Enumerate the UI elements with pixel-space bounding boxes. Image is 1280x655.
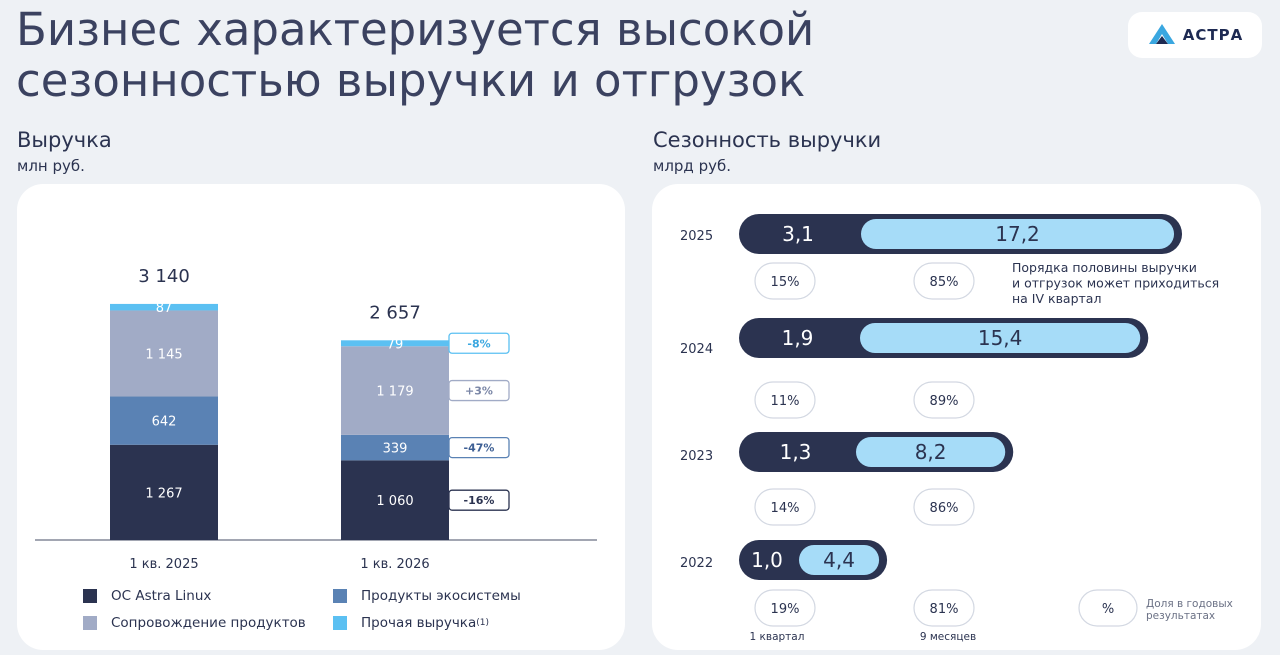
bar-label-other-1: 87 xyxy=(156,301,173,316)
series-label-q1: 1 квартал xyxy=(750,631,805,643)
revenue-title: Выручка xyxy=(17,128,112,152)
legend-swatch-eco xyxy=(333,589,347,603)
bar-segment-other-1 xyxy=(110,303,218,311)
legend-item-eco: Продукты экосистемы xyxy=(333,588,521,604)
bar-label-eco-1: 642 xyxy=(152,415,177,430)
category-label-2: 1 кв. 2026 xyxy=(360,557,429,572)
value-q1-2023: 1,3 xyxy=(780,440,812,464)
series-label-9m: 9 месяцев xyxy=(920,631,976,643)
logo: АСТРА xyxy=(1128,12,1262,58)
bar-label-support-1: 1 145 xyxy=(145,347,182,362)
share-q1-2024: 11% xyxy=(771,394,800,409)
year-label-2022: 2022 xyxy=(680,556,713,571)
bar-segment-eco-2 xyxy=(341,434,449,461)
bar-segment-os-2 xyxy=(341,460,449,540)
value-q1-2025: 3,1 xyxy=(782,222,814,246)
bar-label-support-2: 1 179 xyxy=(376,385,413,400)
year-label-2025: 2025 xyxy=(680,229,713,244)
change-label-eco: -47% xyxy=(464,442,495,455)
legend-item-os: ОС Astra Linux xyxy=(83,588,211,604)
share-legend-symbol: % xyxy=(1102,602,1114,617)
value-q1-2022: 1,0 xyxy=(751,548,783,572)
seasonality-chart: 2025 3,1 17,2 15% 85% 2024 1,9 15,4 11% 89% 2023 1,… xyxy=(680,214,1233,643)
bar-label-os-2: 1 060 xyxy=(376,494,413,509)
share-legend-pill xyxy=(1078,589,1138,627)
legend-item-support: Сопровождение продуктов xyxy=(83,615,306,631)
annotation-text: Порядка половины выручки и отгрузок может… xyxy=(1012,260,1219,306)
share-q1-2025: 15% xyxy=(771,275,800,290)
share-q1-pill-2025 xyxy=(754,262,816,300)
astra-logo-icon xyxy=(1148,24,1175,44)
share-q1-pill-2023 xyxy=(754,488,816,526)
legend-label-os: ОС Astra Linux xyxy=(111,588,212,604)
revenue-chart-card: 1 267 642 1 145 87 3 140 1 кв. 2025 1 060 -16% 3… xyxy=(17,184,625,650)
bar-label-os-1: 1 267 xyxy=(145,486,182,501)
value-9m-2025: 17,2 xyxy=(995,222,1040,246)
share-q1-pill-2022 xyxy=(754,589,816,627)
bar-segment-support-1 xyxy=(110,310,218,397)
share-q1-pill-2024 xyxy=(754,381,816,419)
bar-9m-2025 xyxy=(861,219,1175,249)
seasonality-chart-card: 2025 3,1 17,2 15% 85% 2024 1,9 15,4 11% 89% 2023 1,… xyxy=(652,184,1261,650)
share-q1-2022: 19% xyxy=(771,602,800,617)
legend-label-support: Сопровождение продуктов xyxy=(111,615,306,631)
change-label-support: +3% xyxy=(465,385,493,398)
share-9m-2023: 86% xyxy=(930,501,959,516)
share-9m-pill-2025 xyxy=(913,262,975,300)
legend-swatch-other xyxy=(333,616,347,630)
change-badge-os xyxy=(448,489,510,511)
legend-swatch-support xyxy=(83,616,97,630)
share-9m-2025: 85% xyxy=(930,275,959,290)
seasonality-unit: млрд руб. xyxy=(653,157,731,175)
change-badge-other xyxy=(448,332,510,354)
legend-footnote-other: (1) xyxy=(476,618,489,628)
legend-item-other: Прочая выручка (1) xyxy=(333,615,489,631)
revenue-chart: 1 267 642 1 145 87 3 140 1 кв. 2025 1 060 -16% 3… xyxy=(35,266,597,572)
bar-segment-other-2 xyxy=(341,340,449,347)
bar-segment-os-1 xyxy=(110,444,218,540)
category-label-1: 1 кв. 2025 xyxy=(129,557,198,572)
seasonality-title: Сезонность выручки xyxy=(653,128,882,152)
change-badge-eco xyxy=(448,436,510,459)
change-label-other: -8% xyxy=(467,337,490,350)
change-badge-support xyxy=(448,379,510,402)
share-9m-pill-2024 xyxy=(913,381,975,419)
page-title: Бизнес характеризуется высокой сезонност… xyxy=(16,3,815,107)
bar-9m-2024 xyxy=(860,323,1141,353)
change-label-os: -16% xyxy=(464,494,495,507)
bar-9m-2023 xyxy=(856,437,1006,467)
bar-segment-support-2 xyxy=(341,346,449,435)
bar-label-other-2: 79 xyxy=(387,337,404,352)
share-q1-2023: 14% xyxy=(771,501,800,516)
share-9m-pill-2022 xyxy=(913,589,975,627)
legend-swatch-os xyxy=(83,589,97,603)
legend-label-eco: Продукты экосистемы xyxy=(361,588,521,604)
share-9m-2022: 81% xyxy=(930,602,959,617)
legend-label-other: Прочая выручка xyxy=(361,615,477,631)
bar-9m-2022 xyxy=(799,545,880,575)
year-label-2023: 2023 xyxy=(680,449,713,464)
value-9m-2023: 8,2 xyxy=(915,440,947,464)
bar-total-1: 3 140 xyxy=(138,266,190,287)
revenue-unit: млн руб. xyxy=(17,157,85,175)
logo-text: АСТРА xyxy=(1182,26,1244,44)
share-9m-pill-2023 xyxy=(913,488,975,526)
bar-total-2: 2 657 xyxy=(369,302,421,323)
value-9m-2022: 4,4 xyxy=(823,548,855,572)
year-label-2024: 2024 xyxy=(680,342,713,357)
share-legend-text: Доля в годовых результатах xyxy=(1146,598,1233,622)
bar-segment-eco-1 xyxy=(110,396,218,445)
bar-label-eco-2: 339 xyxy=(383,442,408,457)
value-9m-2024: 15,4 xyxy=(978,326,1023,350)
share-9m-2024: 89% xyxy=(930,394,959,409)
value-q1-2024: 1,9 xyxy=(782,326,814,350)
